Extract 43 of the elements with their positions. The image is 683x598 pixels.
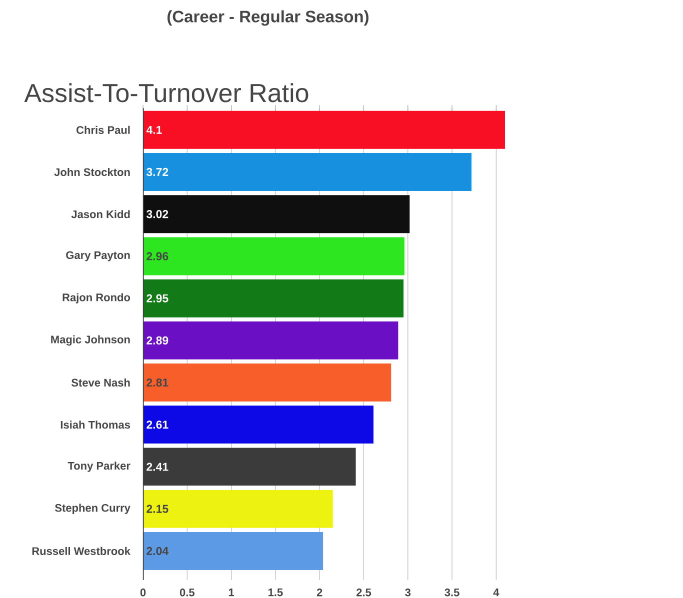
- y-tick-label: Jason Kidd: [71, 210, 130, 218]
- y-tick-label: Stephen Curry: [54, 504, 130, 514]
- x-tick-label: 3.5: [444, 588, 460, 596]
- bar: [143, 237, 404, 276]
- bar: [143, 279, 404, 318]
- chart-title: Assist-To-Turnover Ratio: [24, 83, 308, 102]
- bar: [143, 364, 392, 402]
- data-label: 2.41: [146, 462, 168, 471]
- x-tick-label: 2.5: [356, 588, 372, 596]
- bar: [143, 153, 472, 192]
- data-label: 2.96: [146, 252, 168, 260]
- bar: [143, 532, 324, 570]
- data-label: 3.72: [146, 168, 168, 176]
- y-tick-label: Gary Payton: [66, 251, 130, 262]
- bar: [143, 110, 505, 149]
- data-label: 2.04: [146, 546, 169, 556]
- bar: [143, 321, 398, 360]
- y-tick-label: Tony Parker: [68, 462, 130, 472]
- y-tick-label: Steve Nash: [71, 378, 130, 387]
- bar: [143, 406, 374, 444]
- x-tick-label: 3: [405, 588, 411, 596]
- data-label: 2.95: [146, 294, 168, 302]
- y-tick-label: Rajon Rondo: [62, 293, 130, 304]
- data-label: 2.15: [146, 504, 168, 513]
- chart-subtitle: (Career - Regular Season): [167, 10, 368, 26]
- y-tick-label: Russell Westbrook: [32, 546, 130, 556]
- x-tick-label: 2: [316, 588, 322, 596]
- x-tick-label: 1.5: [268, 588, 283, 596]
- y-tick-label: Chris Paul: [76, 126, 130, 134]
- x-tick-label: 1: [228, 588, 234, 596]
- x-tick-label: 0: [140, 588, 146, 596]
- bar: [143, 195, 410, 234]
- data-label: 3.02: [146, 210, 168, 218]
- data-label: 4.1: [146, 126, 162, 134]
- data-label: 2.81: [146, 378, 168, 387]
- x-tick-label: 4: [493, 588, 500, 596]
- data-label: 2.89: [146, 336, 168, 345]
- y-tick-label: John Stockton: [54, 168, 130, 176]
- data-label: 2.61: [146, 420, 168, 429]
- bar: [143, 490, 333, 528]
- y-tick-label: Magic Johnson: [51, 335, 130, 346]
- y-tick-label: Isiah Thomas: [60, 420, 130, 429]
- x-tick-label: 0.5: [180, 588, 194, 596]
